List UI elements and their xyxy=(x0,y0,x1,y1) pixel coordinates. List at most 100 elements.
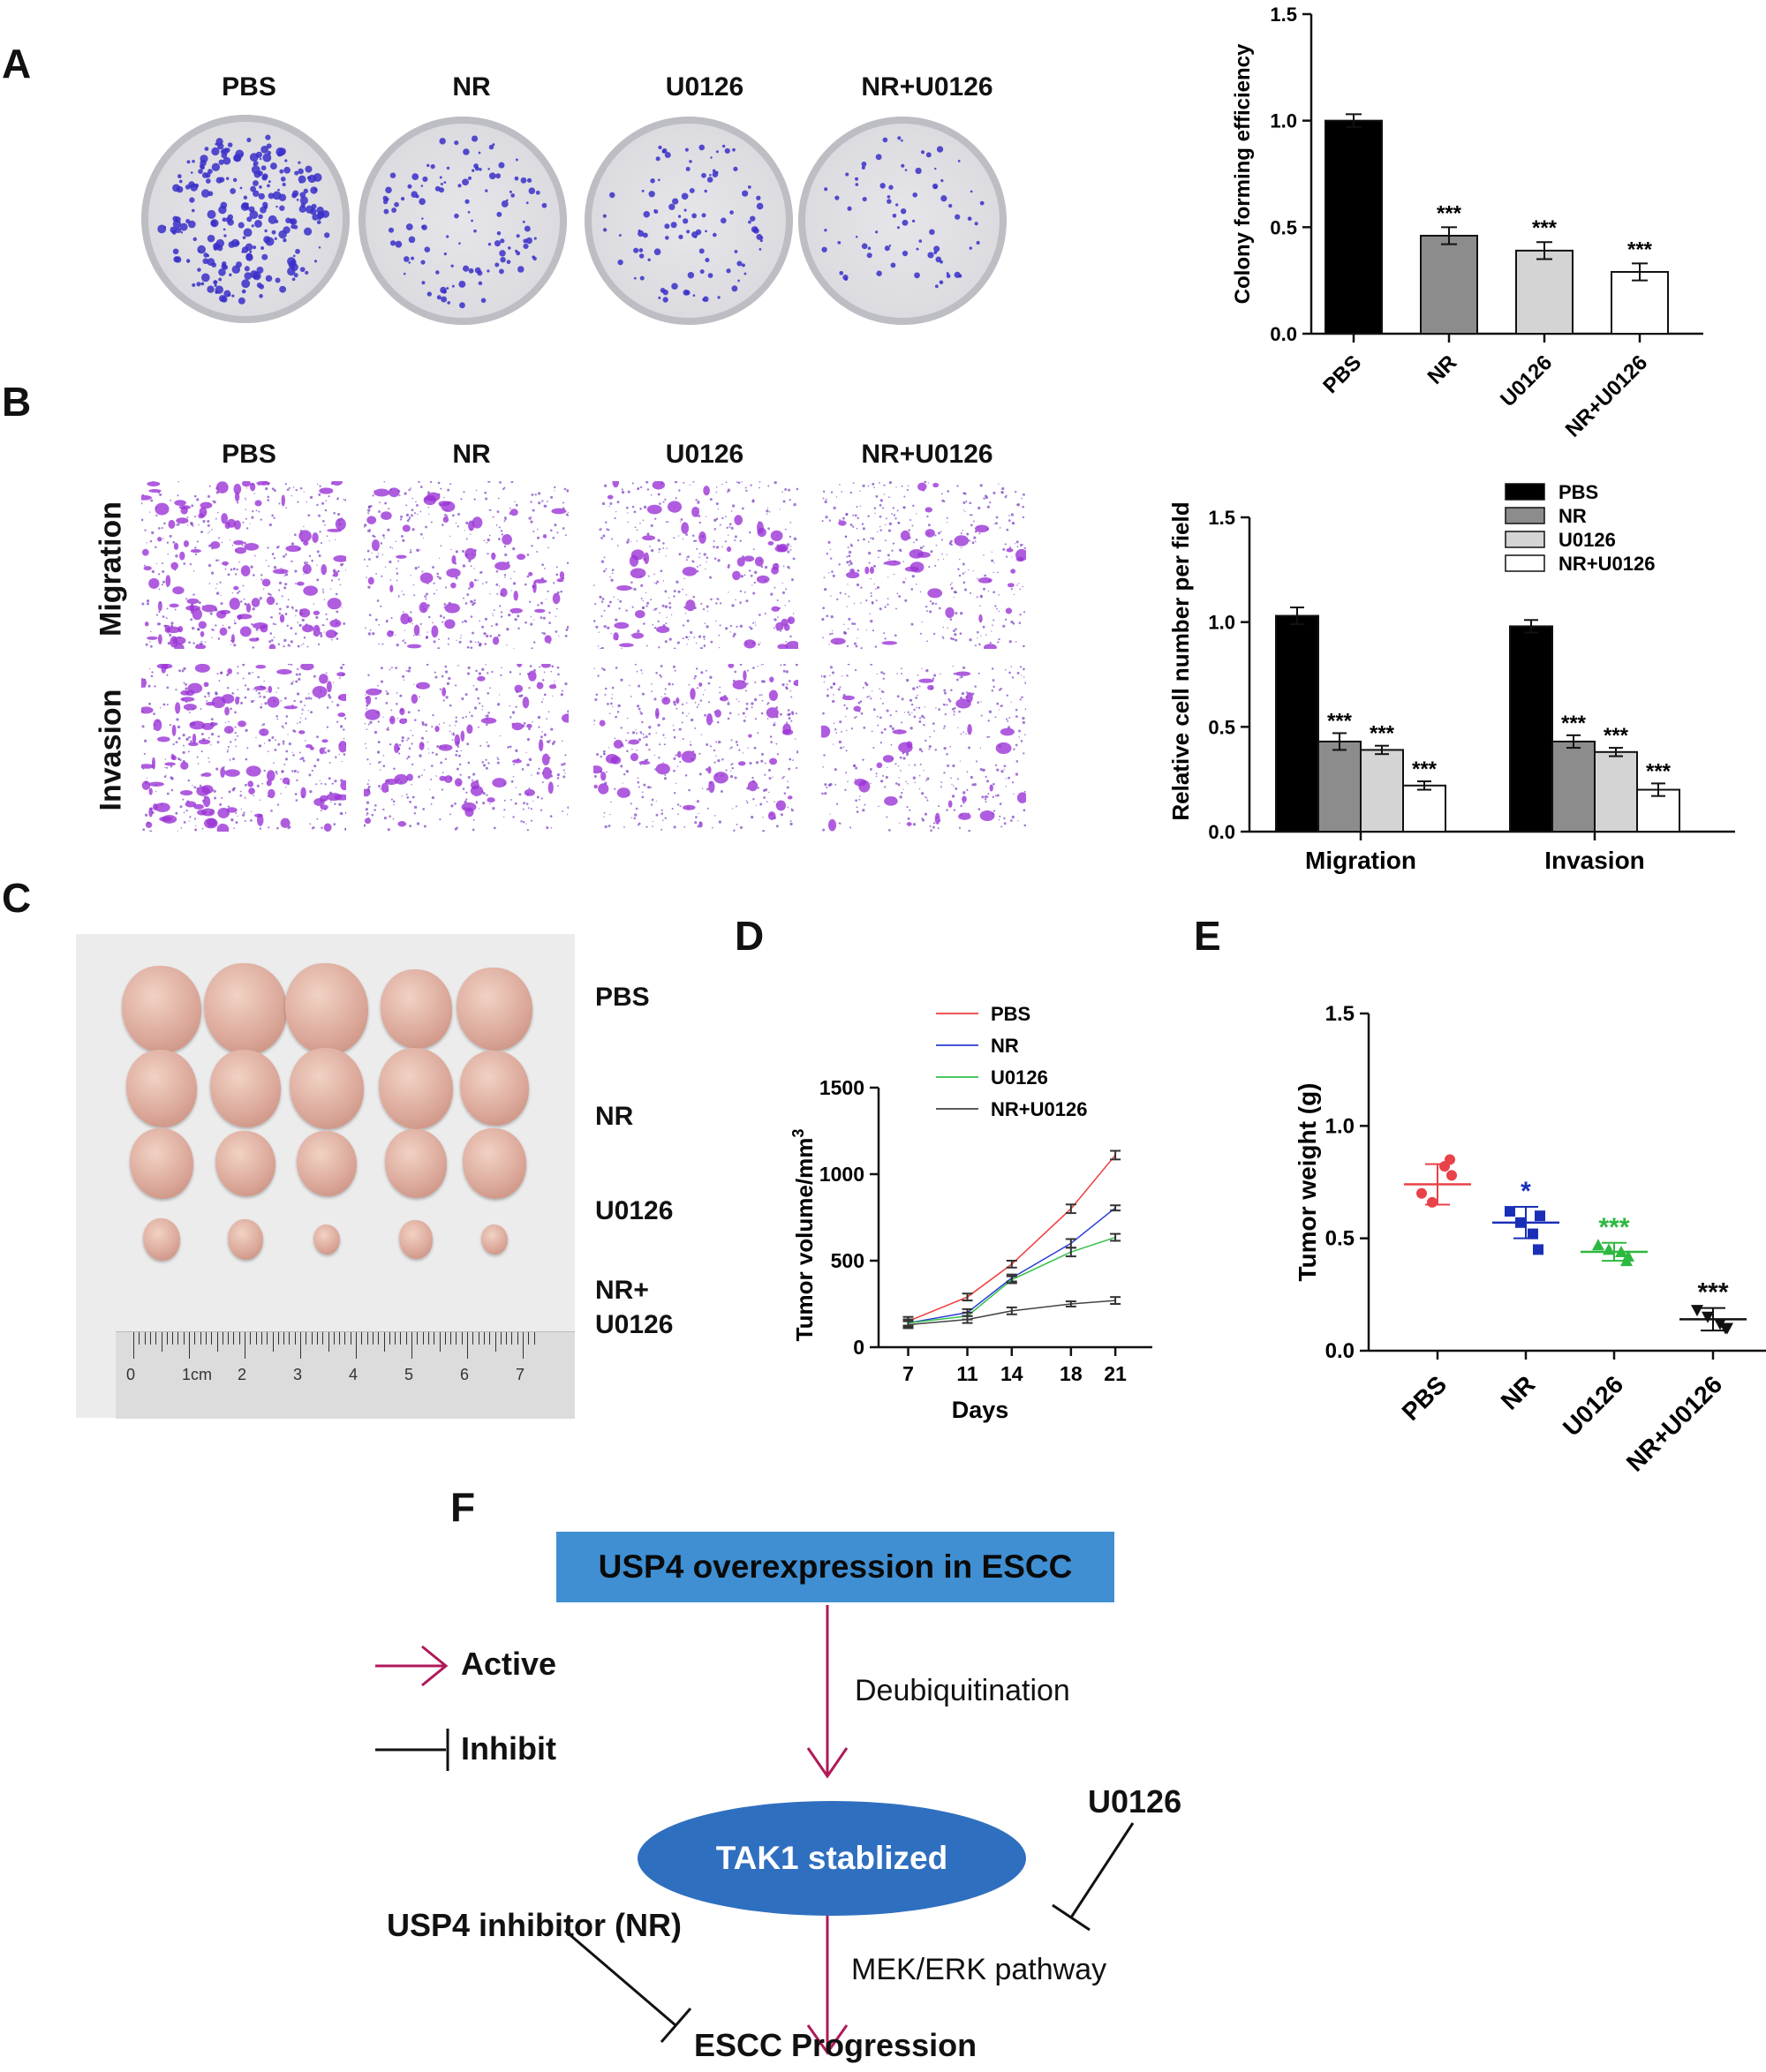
ruler-tick xyxy=(250,1332,252,1345)
cell-dot xyxy=(760,565,764,569)
cell-cluster xyxy=(237,614,243,620)
cell-dot xyxy=(901,697,904,701)
cell-dot xyxy=(306,561,309,564)
cell-cluster xyxy=(148,781,164,787)
cell-dot xyxy=(984,795,987,799)
cell-dot xyxy=(633,817,637,820)
cell-dot xyxy=(822,490,826,493)
cell-dot xyxy=(150,499,154,502)
relative-cell-number-chart: 0.00.51.01.5*********Migration*********I… xyxy=(1167,481,1735,874)
cell-dot xyxy=(914,781,916,784)
cell-dot xyxy=(485,766,488,770)
cell-cluster xyxy=(198,513,205,519)
cell-dot xyxy=(693,539,696,543)
cell-dot xyxy=(170,622,174,625)
cell-dot xyxy=(975,760,978,763)
cell-cluster xyxy=(703,486,710,496)
cell-dot xyxy=(337,512,341,516)
cell-dot xyxy=(789,757,792,761)
cell-dot xyxy=(998,594,1000,596)
cell-cluster xyxy=(788,795,793,800)
cell-dot xyxy=(611,697,613,699)
cell-dot xyxy=(533,619,535,621)
cell-dot xyxy=(673,590,676,593)
cell-dot xyxy=(997,571,999,574)
cell-dot xyxy=(494,622,499,626)
cell-dot xyxy=(962,731,964,734)
cell-dot xyxy=(399,518,403,521)
cell-dot xyxy=(451,739,454,742)
cell-dot xyxy=(409,825,412,827)
cell-dot xyxy=(366,549,370,553)
colony-dot xyxy=(190,183,199,192)
cell-dot xyxy=(696,800,699,803)
cell-dot xyxy=(957,727,959,728)
cell-cluster xyxy=(183,704,197,711)
cell-dot xyxy=(729,748,731,750)
cell-dot xyxy=(998,610,1000,613)
cell-dot xyxy=(641,673,643,674)
cell-dot xyxy=(905,678,909,682)
cell-dot xyxy=(666,616,668,619)
colony-dot xyxy=(900,207,907,215)
cell-dot xyxy=(442,621,444,623)
cell-cluster xyxy=(201,604,217,613)
cell-dot xyxy=(253,493,255,494)
cell-dot xyxy=(188,712,191,713)
cell-dot xyxy=(604,825,608,829)
cell-dot xyxy=(755,804,757,806)
ruler-label: 4 xyxy=(349,1366,358,1383)
cell-dot xyxy=(935,545,938,546)
cell-dot xyxy=(760,712,764,715)
cell-dot xyxy=(659,743,661,746)
colony-dot xyxy=(305,270,309,275)
cell-dot xyxy=(369,720,373,724)
cell-cluster xyxy=(205,701,215,706)
cell-dot xyxy=(442,616,446,619)
cell-dot xyxy=(339,584,342,585)
cell-dot xyxy=(258,744,262,748)
cell-cluster xyxy=(464,807,474,817)
cell-dot xyxy=(593,720,596,722)
cell-dot xyxy=(533,668,536,672)
cell-dot xyxy=(773,627,775,629)
cell-cluster xyxy=(613,739,623,749)
colony-dot xyxy=(488,144,494,150)
y-tick-label: 0.5 xyxy=(1270,216,1297,238)
cell-dot xyxy=(631,749,633,750)
cell-dot xyxy=(785,721,788,724)
cell-dot xyxy=(309,790,313,794)
cell-cluster xyxy=(466,724,473,735)
cell-dot xyxy=(179,805,183,809)
legend-active-label: Active xyxy=(461,1646,557,1682)
cell-cluster xyxy=(221,513,228,524)
colony-dot xyxy=(260,246,265,250)
cell-dot xyxy=(488,509,490,511)
colony-dot xyxy=(454,140,459,146)
cell-dot xyxy=(623,826,625,828)
cell-dot xyxy=(668,597,670,599)
ruler-tick xyxy=(194,1332,196,1345)
cell-dot xyxy=(477,697,480,700)
colony-dot xyxy=(434,185,441,192)
cell-dot xyxy=(996,794,1000,797)
cell-dot xyxy=(484,643,487,645)
colony-dot xyxy=(737,279,740,283)
cell-cluster xyxy=(517,554,526,561)
colony-dot xyxy=(759,238,763,243)
cell-dot xyxy=(650,524,653,527)
cell-dot xyxy=(530,819,533,822)
cell-dot xyxy=(274,748,277,751)
cell-dot xyxy=(217,735,220,738)
cell-dot xyxy=(657,539,660,542)
data-point xyxy=(1622,1250,1634,1262)
cell-dot xyxy=(620,678,623,682)
cell-dot xyxy=(145,643,148,646)
colony-dot xyxy=(221,296,228,303)
colony-dot xyxy=(712,169,716,173)
cell-dot xyxy=(790,711,795,714)
cell-dot xyxy=(1011,522,1015,525)
cell-dot xyxy=(413,683,415,685)
cell-dot xyxy=(879,481,880,484)
cell-cluster xyxy=(676,750,682,758)
